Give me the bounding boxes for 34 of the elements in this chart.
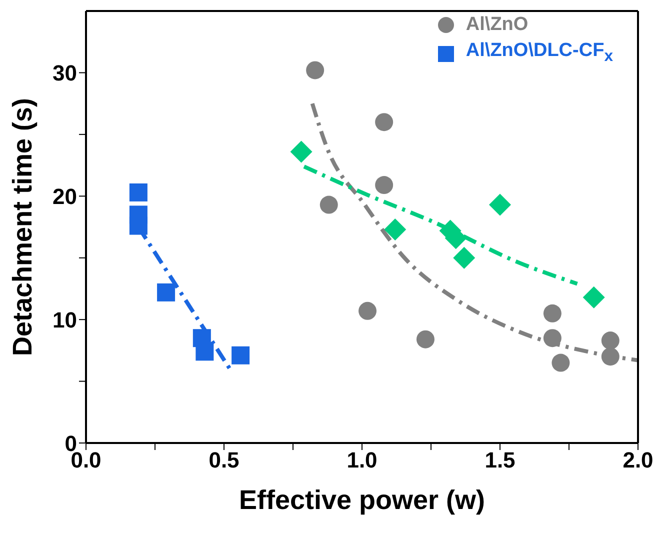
- x-tick-label: 1.5: [484, 448, 516, 473]
- point: [129, 183, 148, 202]
- x-tick-label: 1.0: [346, 448, 378, 473]
- point: [358, 302, 377, 320]
- point: [232, 346, 250, 364]
- point: [582, 286, 605, 308]
- line-series: [310, 102, 638, 362]
- y-tick-label: 10: [52, 307, 77, 332]
- point: [416, 330, 434, 348]
- point: [552, 354, 570, 372]
- legend-label: Al\ZnO\DLC-CF$_{x}$: [466, 39, 613, 67]
- point: [320, 196, 338, 214]
- x-tick-label: 0.5: [208, 448, 240, 473]
- point: [157, 283, 176, 302]
- point: [375, 176, 394, 194]
- point: [489, 194, 511, 216]
- line-series: [302, 164, 580, 286]
- point: [543, 329, 562, 348]
- x-tick-label: 2.0: [622, 448, 654, 473]
- point: [129, 216, 148, 235]
- point: [601, 348, 620, 366]
- point: [196, 342, 214, 361]
- point: [543, 304, 562, 322]
- point: [384, 218, 406, 240]
- y-tick-label: 30: [52, 60, 77, 86]
- legend-label: Al\ZnO: [466, 13, 528, 37]
- point: [375, 113, 394, 132]
- point: [453, 246, 476, 269]
- point: [601, 332, 620, 350]
- point: [306, 61, 324, 80]
- y-axis-title: Detachment time (s): [8, 98, 38, 356]
- x-axis-title: Effective power (w): [238, 485, 486, 515]
- point: [290, 140, 312, 163]
- y-tick-label: 20: [52, 184, 77, 209]
